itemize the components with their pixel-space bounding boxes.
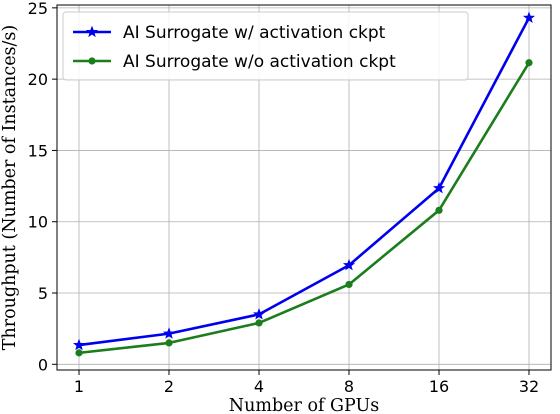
legend-item: AI Surrogate w/ activation ckpt [73,23,386,43]
x-tick-label: 16 [429,377,449,396]
series-2 [75,59,533,357]
data-point [255,319,263,327]
x-axis-label: Number of GPUs [229,396,379,414]
y-tick-label: 15 [28,141,48,160]
y-tick-label: 20 [28,70,48,89]
data-point [342,258,356,271]
x-tick-label: 8 [344,377,354,396]
data-point [72,338,86,351]
series-layer [72,11,536,357]
plot-frame [56,4,552,371]
series-1 [72,11,536,351]
data-point [165,339,173,347]
data-point [432,181,446,194]
y-tick-label: 0 [38,355,48,374]
data-point [162,327,176,339]
legend-marker [85,25,99,38]
data-point [525,59,533,67]
legend-label: AI Surrogate w/o activation ckpt [123,52,396,72]
y-tick-label: 5 [38,284,48,303]
data-point [522,11,536,23]
legend-label: AI Surrogate w/ activation ckpt [123,23,386,43]
data-point [75,349,83,357]
legend-box [62,11,469,81]
data-point [345,280,353,289]
legend-marker [88,57,96,65]
y-tick-label: 10 [28,213,48,232]
x-tick-label: 4 [254,377,264,396]
y-tick-label: 25 [28,0,48,18]
y-axis-label: Throughput (Number of Instances/s) [0,25,20,350]
x-tick-label: 1 [74,377,84,396]
data-point [435,206,443,214]
legend-item: AI Surrogate w/o activation ckpt [73,52,396,72]
x-tick-label: 32 [519,377,539,396]
series-line [78,17,531,347]
x-tick-label: 2 [164,377,174,396]
legend: AI Surrogate w/ activation ckpt AI Surrog… [62,11,469,81]
axis-ticks: 1 2 4 8 16 32 0 5 10 15 20 25 [28,0,540,396]
data-point [252,308,266,320]
series-line [78,62,531,355]
